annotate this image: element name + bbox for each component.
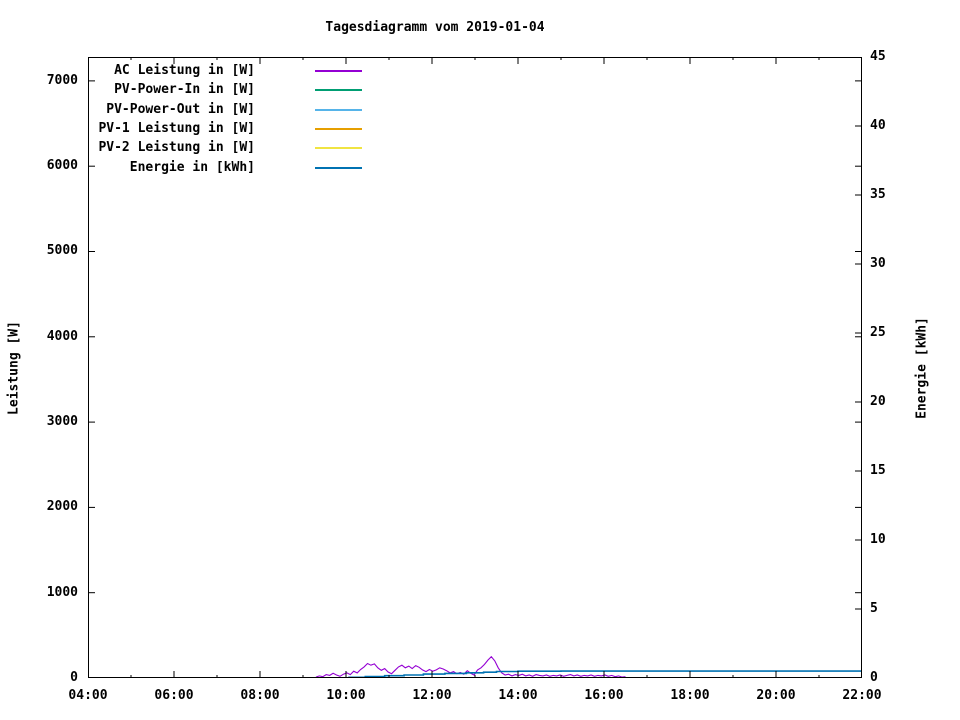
plot-svg [88, 57, 862, 678]
y2-axis-label: Energie [kWh] [914, 317, 930, 419]
legend-line-sample [315, 166, 362, 169]
legend-label: PV-Power-In in [W] [114, 82, 255, 98]
y2-tick-label: 30 [870, 256, 886, 271]
x-tick-label: 08:00 [240, 688, 280, 703]
legend-label: AC Leistung in [W] [114, 63, 255, 78]
x-tick-label: 20:00 [756, 688, 796, 703]
series-line-5 [348, 670, 862, 678]
y1-tick-label: 2000 [46, 499, 78, 515]
y2-tick-label: 15 [870, 463, 886, 478]
y2-tick-label: 35 [870, 187, 886, 202]
legend-line-sample [315, 108, 362, 111]
x-tick-label: 14:00 [498, 688, 538, 703]
series-line-0 [315, 655, 626, 678]
legend-label: Energie in [kWh] [129, 159, 255, 175]
x-tick-label: 22:00 [842, 688, 882, 703]
legend-line-sample [315, 127, 362, 130]
legend-label: PV-Power-Out in [W] [106, 101, 255, 117]
y1-tick-label: 0 [70, 670, 78, 685]
y1-tick-label: 6000 [46, 158, 78, 174]
x-tick-label: 18:00 [670, 688, 710, 703]
y2-tick-label: 40 [870, 118, 886, 133]
plot-area: AC Leistung in [W] PV-Power-In in [W] PV-P… [88, 57, 862, 678]
y2-tick-label: 25 [870, 325, 886, 340]
y2-tick-label: 20 [870, 394, 886, 409]
legend-line-sample [315, 147, 362, 150]
x-tick-label: 16:00 [584, 688, 624, 703]
chart-title: Tagesdiagramm vom 2019-01-04 [325, 20, 545, 35]
x-tick-label: 06:00 [154, 688, 194, 703]
y1-tick-label: 7000 [46, 72, 78, 88]
legend-line-sample [315, 70, 362, 72]
y1-tick-label: 5000 [46, 243, 78, 259]
y1-tick-label: 1000 [46, 584, 78, 600]
y2-tick-label: 0 [870, 670, 878, 685]
legend-label: PV-2 Leistung in [W] [98, 140, 255, 156]
x-tick-label: 12:00 [412, 688, 452, 703]
x-tick-label: 04:00 [68, 688, 108, 703]
y2-tick-label: 5 [870, 601, 878, 616]
x-tick-label: 10:00 [326, 688, 366, 703]
y1-tick-label: 4000 [46, 328, 78, 344]
legend-label: PV-1 Leistung in [W] [98, 120, 255, 136]
y1-tick-label: 3000 [46, 414, 78, 430]
y2-tick-label: 10 [870, 532, 886, 547]
y2-tick-label: 45 [870, 49, 886, 64]
y1-axis-label: Leistung [W] [6, 321, 22, 415]
legend-line-sample [315, 89, 362, 92]
